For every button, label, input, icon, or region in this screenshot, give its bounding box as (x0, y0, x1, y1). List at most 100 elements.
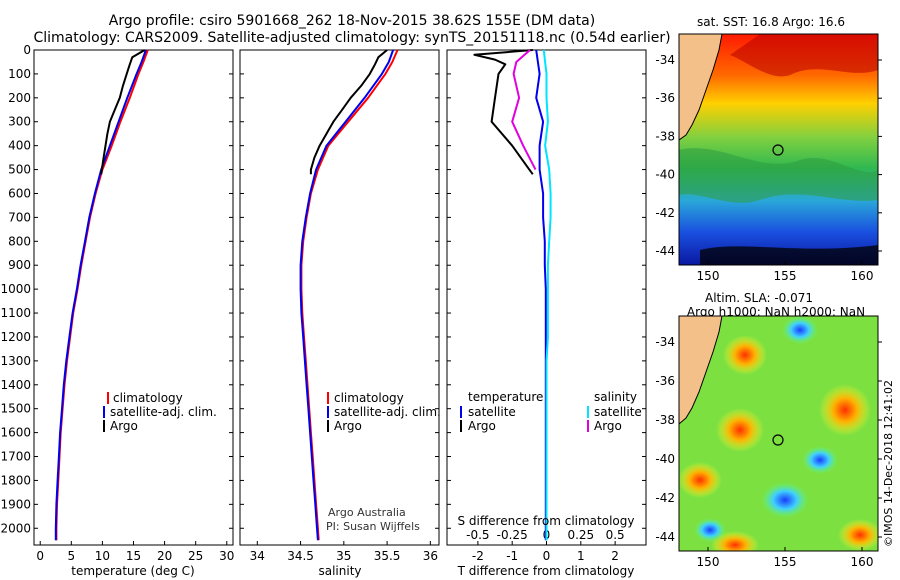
s-difference-xlabel: S difference from climatology (458, 514, 635, 528)
sla-anomaly-high (838, 519, 878, 551)
y-tick-label: 200 (8, 91, 31, 105)
sla-map-frame (678, 315, 879, 552)
map-lon-label: 155 (774, 269, 797, 283)
map-lon-label: 150 (697, 555, 720, 569)
sst-map (679, 34, 878, 265)
y-tick-label: 900 (8, 258, 31, 272)
map-lat-label: -40 (655, 168, 675, 182)
map-lon-label: 155 (774, 555, 797, 569)
legend-title-salinity: salinity (594, 390, 637, 404)
x-tick-label: 35.5 (374, 549, 401, 563)
figure-title: Argo profile: csiro 5901668_262 18-Nov-2… (109, 13, 595, 29)
y-tick-label: 1300 (0, 354, 31, 368)
map-lat-label: -42 (655, 491, 675, 505)
sst-map-frame (678, 33, 879, 266)
y-tick-label: 1000 (0, 282, 31, 296)
sst-map-ticks: -34 -36 -38 -40 -42 -44 150 155 160 (655, 53, 882, 283)
x-tick-label: 34.5 (287, 549, 314, 563)
x-tick-label: 15 (126, 549, 141, 563)
temperature-legend: climatology satellite-adj. clim. Argo (103, 391, 217, 433)
y-tick-label: 600 (8, 186, 31, 200)
legend-title-temperature: temperature (468, 390, 543, 404)
sla-anomaly-high (716, 408, 764, 452)
x2-tick-label: -0.5 (466, 528, 489, 542)
x-tick-label: 2 (611, 549, 619, 563)
sla-anomaly-low (782, 316, 818, 344)
temperature-panel (33, 49, 234, 546)
sst-warm-patch (730, 34, 878, 77)
sst-missing-data (700, 245, 878, 265)
difference-legend: temperature satellite Argo salinity sate… (460, 390, 642, 433)
salinity-panel (239, 49, 440, 546)
map-lat-label: -38 (655, 129, 675, 143)
temperature-xlabel: temperature (deg C) (71, 564, 194, 578)
x-tick-label: 10 (95, 549, 110, 563)
y-tick-label: 1900 (0, 497, 31, 511)
series-line-temperature-argo (473, 49, 534, 175)
legend-label-climatology: climatology (113, 391, 183, 405)
sla-anomaly-low (761, 482, 809, 518)
series-line-climatology (300, 49, 399, 541)
series-line-satellite-adj-clim- (299, 49, 395, 541)
series-line-salinity-argo (511, 49, 537, 171)
axes-layer: 0 100 200 300 400 500 600 700 800 900 1000 1100 1200… (0, 43, 646, 563)
series-line-salinity-satellite (542, 49, 552, 541)
series-line-temperature-satellite (535, 49, 547, 541)
series-layer (54, 49, 552, 541)
sla-map (679, 316, 878, 551)
y-tick-label: 400 (8, 139, 31, 153)
australia-coast-sla (679, 316, 723, 425)
legend-label-argo: Argo (334, 419, 362, 433)
y-tick-label: 1800 (0, 473, 31, 487)
x-tick-label: -1 (506, 549, 518, 563)
salinity-xlabel: salinity (318, 564, 361, 578)
sla-anomaly-high (819, 384, 871, 436)
map-lat-label: -38 (655, 413, 675, 427)
map-lat-label: -36 (655, 91, 675, 105)
legend-label-t-argo: Argo (468, 419, 496, 433)
map-lat-label: -44 (655, 244, 675, 258)
x2-tick-label: 0.25 (567, 528, 594, 542)
series-line-climatology (55, 49, 149, 541)
map-lat-label: -34 (655, 335, 675, 349)
legend-label-satellite: satellite-adj. clim. (110, 405, 217, 419)
figure-subtitle: Climatology: CARS2009. Satellite-adjuste… (33, 30, 670, 46)
series-line-argo (100, 49, 146, 175)
legend-label-satellite: satellite-adj. clim. (334, 405, 441, 419)
y-tick-label: 1100 (0, 306, 31, 320)
series-line-satellite-adj-clim- (54, 49, 147, 541)
x-tick-label: 0 (543, 549, 551, 563)
sst-map-title: sat. SST: 16.8 Argo: 16.6 (697, 15, 845, 29)
map-lat-label: -36 (655, 374, 675, 388)
x-tick-label: 1 (577, 549, 585, 563)
sla-anomaly-high (723, 335, 767, 375)
float-position-marker (772, 434, 784, 446)
attribution-line2: PI: Susan Wijffels (326, 520, 420, 533)
map-lat-label: -40 (655, 452, 675, 466)
y-tick-label: 500 (8, 163, 31, 177)
y-tick-label: 1400 (0, 378, 31, 392)
imos-timestamp: ©IMOS 14-Dec-2018 12:41:02 (882, 380, 895, 547)
sla-anomaly-low (694, 518, 726, 542)
float-position-marker (772, 144, 784, 156)
legend-label-argo: Argo (110, 419, 138, 433)
y-tick-label: 100 (8, 67, 31, 81)
y-tick-label: 700 (8, 210, 31, 224)
y-tick-label: 1200 (0, 330, 31, 344)
y-tick-label: 1500 (0, 402, 31, 416)
map-lat-label: -42 (655, 206, 675, 220)
australia-coast-sst (679, 34, 723, 141)
x-tick-label: -2 (472, 549, 484, 563)
x-tick-label: 36 (423, 549, 438, 563)
x-tick-label: 25 (188, 549, 203, 563)
sla-map-title: Altim. SLA: -0.071 (705, 291, 813, 305)
sla-anomaly-low (802, 446, 838, 474)
y-tick-label: 300 (8, 115, 31, 129)
y-tick-label: 1600 (0, 426, 31, 440)
y-tick-label: 800 (8, 234, 31, 248)
x-tick-label: 5 (67, 549, 75, 563)
sla-anomaly-high (679, 462, 722, 498)
sla-map-ticks: -34 -36 -38 -40 -42 -44 150 155 160 (655, 335, 882, 569)
map-lon-label: 150 (697, 269, 720, 283)
